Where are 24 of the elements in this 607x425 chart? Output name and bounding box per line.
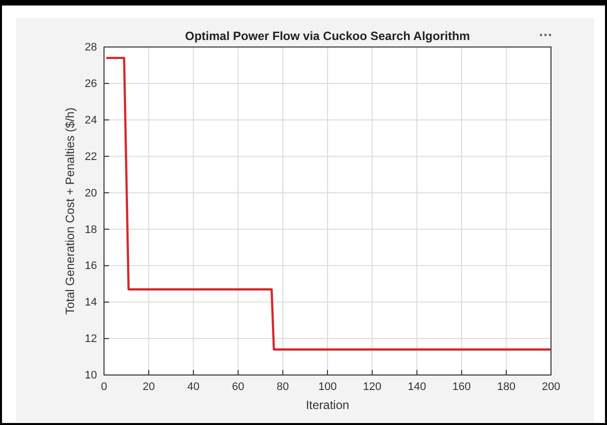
y-tick-label: 14 <box>84 296 97 309</box>
y-tick-label: 28 <box>84 42 97 54</box>
y-tick-label: 26 <box>84 78 97 90</box>
y-tick-label: 10 <box>84 370 97 382</box>
x-tick-label: 20 <box>142 380 155 393</box>
x-tick-label: 140 <box>408 380 426 393</box>
x-axis-title: Iteration <box>306 398 350 412</box>
x-tick-label: 120 <box>363 380 382 393</box>
y-tick-label: 16 <box>84 260 97 272</box>
y-tick-label: 18 <box>84 224 97 236</box>
x-tick-label: 80 <box>276 380 289 393</box>
y-tick-label: 12 <box>84 333 97 346</box>
x-tick-label: 160 <box>452 380 471 393</box>
x-tick-label: 100 <box>318 380 337 393</box>
y-axis-title: Total Generation Cost + Penalties ($/h) <box>63 107 77 315</box>
x-tick-label: 180 <box>497 380 516 393</box>
x-tick-label: 60 <box>232 380 244 393</box>
x-tick-label: 200 <box>542 380 560 393</box>
x-tick-label: 0 <box>100 380 108 393</box>
y-tick-label: 22 <box>84 150 97 163</box>
y-tick-label: 24 <box>84 114 97 126</box>
x-tick-label: 40 <box>187 380 200 393</box>
y-tick-label: 20 <box>84 187 97 200</box>
chart-title: Optimal Power Flow via Cuckoo Search Algorithm <box>185 29 470 43</box>
